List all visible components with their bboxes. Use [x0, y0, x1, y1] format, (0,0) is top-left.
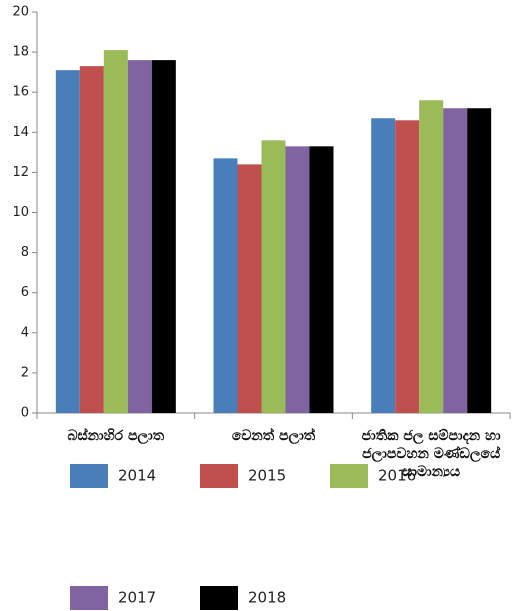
legend-swatch: [200, 586, 238, 610]
bar: [285, 146, 310, 413]
y-tick-label: 20: [12, 5, 29, 20]
x-tick-label: වෙනත් පලාත්: [231, 428, 316, 444]
bar: [79, 66, 104, 413]
y-tick-label: 8: [21, 245, 29, 260]
legend-swatch: [200, 464, 238, 488]
y-tick-label: 0: [21, 406, 29, 421]
legend-label: 2014: [118, 467, 156, 485]
bar: [395, 120, 420, 414]
bar: [443, 108, 468, 414]
bar: [309, 146, 334, 413]
legend-label: 2017: [118, 589, 156, 607]
y-tick-label: 12: [12, 165, 29, 180]
bar: [371, 118, 396, 413]
y-tick-label: 4: [21, 325, 29, 340]
bar: [419, 100, 444, 413]
bar: [151, 60, 176, 414]
bar: [127, 60, 152, 414]
bar: [213, 158, 238, 413]
legend-label: 2016: [378, 467, 416, 485]
y-tick-label: 6: [21, 285, 29, 300]
bar: [467, 108, 492, 414]
legend-label: 2015: [248, 467, 286, 485]
bar: [103, 50, 128, 413]
y-tick-label: 14: [12, 125, 29, 140]
legend-swatch: [70, 586, 108, 610]
bar: [55, 70, 80, 414]
legend-label: 2018: [248, 589, 286, 607]
y-tick-label: 18: [12, 45, 29, 60]
legend-swatch: [70, 464, 108, 488]
y-tick-label: 16: [12, 85, 29, 100]
x-tick-label: ජාතික ජල සම්පාදන හා ජලාපවහන මණ්ඩලයේ සාමා…: [361, 428, 501, 480]
y-tick-label: 2: [21, 365, 29, 380]
y-tick-label: 10: [12, 205, 29, 220]
x-tick-label: බස්නාහිර පලාත: [67, 428, 165, 444]
bar: [261, 140, 286, 413]
legend-swatch: [330, 464, 368, 488]
bar: [237, 164, 262, 413]
